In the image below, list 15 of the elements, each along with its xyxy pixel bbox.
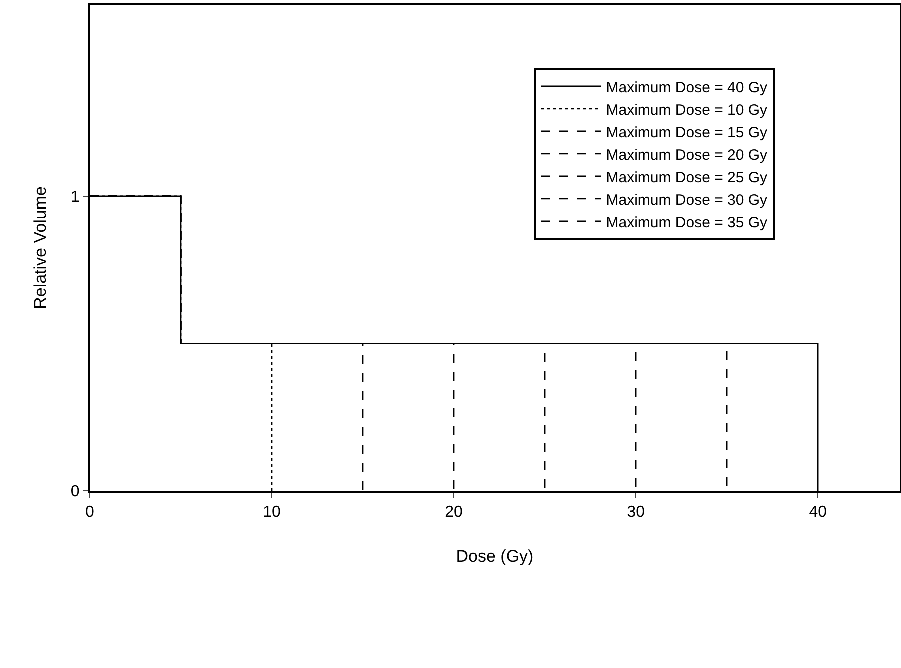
y-axis-title: Relative Volume [30,186,50,310]
legend-label: Maximum Dose = 25 Gy [606,169,768,186]
legend-label: Maximum Dose = 40 Gy [606,79,768,96]
x-tick-label: 20 [445,504,464,522]
legend-label: Maximum Dose = 20 Gy [606,146,768,164]
legend-label: Maximum Dose = 30 Gy [606,192,768,209]
x-tick-label: 0 [86,504,95,522]
legend-label: Maximum Dose = 10 Gy [606,102,768,119]
legend-label: Maximum Dose = 15 Gy [606,124,768,142]
legend-label: Maximum Dose = 35 Gy [606,214,768,232]
x-tick-label: 40 [809,504,828,522]
y-tick-label: 1 [70,189,80,206]
x-tick-label: 10 [263,504,282,522]
x-tick-label: 30 [627,504,646,522]
x-axis-title: Dose (Gy) [456,547,534,566]
